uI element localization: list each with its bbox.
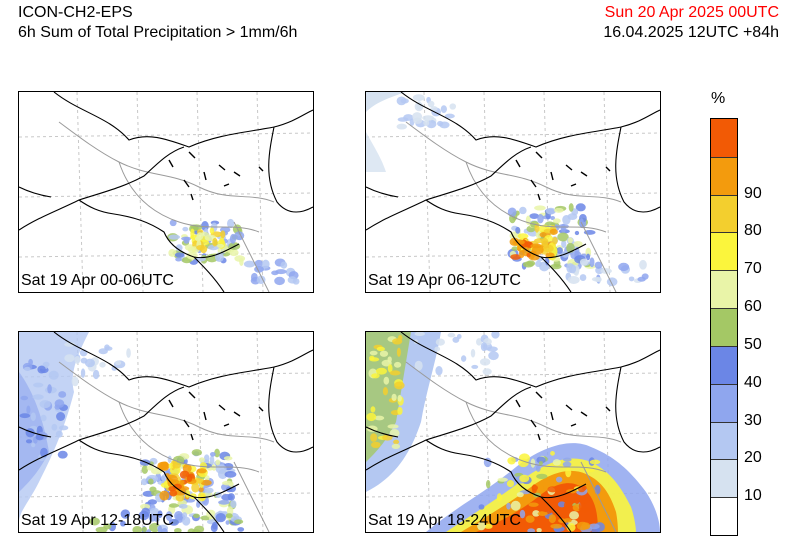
lakes bbox=[515, 151, 611, 201]
panel-label-3: Sat 19 Apr 12-18UTC bbox=[21, 512, 174, 529]
panel-label-4: Sat 19 Apr 18-24UTC bbox=[368, 512, 521, 529]
colorbar-tick-label: 80 bbox=[744, 222, 762, 240]
country-borders bbox=[366, 332, 660, 532]
colorbar-segment bbox=[711, 156, 737, 195]
map-canvas-2 bbox=[366, 92, 660, 292]
lakes bbox=[515, 391, 611, 441]
colorbar-tick-label: 50 bbox=[744, 335, 762, 353]
country-borders bbox=[366, 92, 660, 292]
colorbar-tick-label: 20 bbox=[744, 449, 762, 467]
colorbar-segment bbox=[711, 194, 737, 233]
map-panel-4: Sat 19 Apr 18-24UTC bbox=[365, 331, 661, 533]
region-outlines bbox=[58, 361, 275, 532]
colorbar-tick-label: 30 bbox=[744, 411, 762, 429]
colorbar-segment bbox=[711, 270, 737, 309]
precip-field bbox=[366, 92, 649, 287]
country-borders bbox=[19, 332, 313, 532]
region-outlines bbox=[405, 121, 622, 292]
lakes bbox=[168, 391, 264, 441]
map-panel-2: Sat 19 Apr 06-12UTC bbox=[365, 91, 661, 293]
country-borders bbox=[19, 92, 313, 292]
precip-field bbox=[366, 332, 660, 532]
colorbar-tick-label: 40 bbox=[744, 373, 762, 391]
colorbar-segment bbox=[711, 459, 737, 498]
model-title: ICON-CH2-EPS bbox=[18, 4, 133, 21]
map-canvas-1 bbox=[19, 92, 313, 292]
colorbar-segment bbox=[711, 421, 737, 460]
colorbar-tick-label: 70 bbox=[744, 260, 762, 278]
product-title: 6h Sum of Total Precipitation > 1mm/6h bbox=[18, 24, 298, 41]
lat-lon-grid bbox=[19, 92, 313, 292]
colorbar-segment bbox=[711, 308, 737, 346]
map-canvas-3 bbox=[19, 332, 313, 532]
map-panel-3: Sat 19 Apr 12-18UTC bbox=[18, 331, 314, 533]
colorbar-tick-label: 60 bbox=[744, 298, 762, 316]
region-outlines bbox=[405, 361, 622, 532]
colorbar bbox=[710, 118, 738, 536]
colorbar-segment bbox=[711, 232, 737, 271]
colorbar-segment bbox=[711, 345, 737, 384]
region-outlines bbox=[58, 121, 275, 292]
map-canvas-4 bbox=[366, 332, 660, 532]
map-panel-1: Sat 19 Apr 00-06UTC bbox=[18, 91, 314, 293]
lakes bbox=[168, 151, 264, 201]
precip-field bbox=[167, 218, 300, 286]
colorbar-tick-label: 10 bbox=[744, 487, 762, 505]
panel-label-2: Sat 19 Apr 06-12UTC bbox=[368, 272, 521, 289]
colorbar-segment bbox=[711, 383, 737, 422]
colorbar-tick-label: 90 bbox=[744, 184, 762, 202]
panel-label-1: Sat 19 Apr 00-06UTC bbox=[21, 272, 174, 289]
colorbar-unit: % bbox=[711, 90, 726, 107]
lat-lon-grid bbox=[366, 92, 660, 292]
colorbar-segment bbox=[711, 119, 737, 157]
colorbar-segment bbox=[711, 497, 737, 535]
run-info: 16.04.2025 12UTC +84h bbox=[603, 24, 779, 41]
valid-time: Sun 20 Apr 2025 00UTC bbox=[604, 4, 779, 21]
